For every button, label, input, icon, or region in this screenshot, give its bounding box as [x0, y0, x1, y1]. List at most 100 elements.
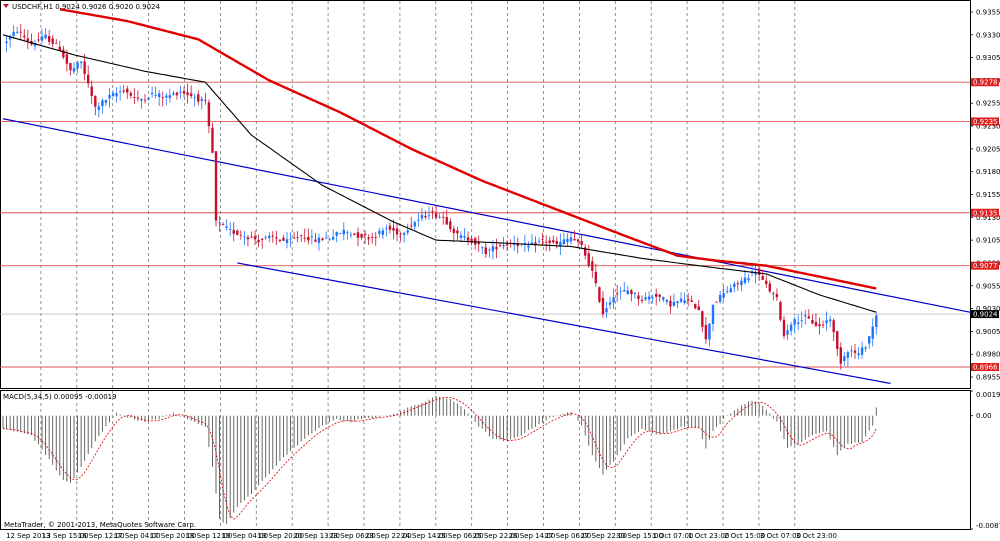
candle-body	[236, 230, 239, 235]
candle-body	[442, 216, 445, 218]
price-level-label: 0.9235	[973, 118, 998, 126]
candle-body	[733, 283, 736, 288]
candle-body	[470, 238, 473, 243]
candle-body	[690, 300, 693, 302]
candle-body	[505, 243, 509, 246]
price-tick-label: 0.9055	[976, 282, 1000, 290]
candle-body	[459, 235, 463, 238]
candle-body	[502, 245, 505, 247]
price-tick-label: 0.9030	[976, 305, 1000, 313]
price-tick-label: 0.9180	[976, 168, 1000, 176]
candle-body	[147, 97, 150, 100]
candle-body	[623, 290, 626, 292]
candle-body	[161, 96, 164, 98]
time-tick-label: 20 Sep 13:00	[293, 532, 340, 540]
candle-body	[90, 86, 93, 97]
candle-body	[260, 238, 264, 240]
time-tick-label: 17 Sep 04:00	[114, 532, 161, 540]
candle-body	[307, 237, 310, 241]
candle-body	[491, 246, 495, 252]
candle-body	[12, 31, 15, 36]
candle-body	[747, 278, 750, 281]
candle-body	[303, 237, 306, 239]
horizontal-levels	[0, 81, 970, 368]
candle-body	[257, 239, 260, 243]
candle-body	[789, 324, 793, 331]
time-tick-label: 12 Sep 2013	[6, 532, 50, 540]
time-tick-label: 27 Sep 06:00	[545, 532, 592, 540]
time-tick-label: 26 Sep 14:00	[509, 532, 556, 540]
candle-body	[378, 230, 381, 234]
price-tick-label: 0.9305	[976, 54, 1000, 62]
candle-body	[452, 228, 456, 234]
time-tick-label: 3 Oct 23:00	[796, 532, 837, 540]
time-tick-label: 30 Sep 15:00	[616, 532, 663, 540]
trend-channel-line	[2, 118, 980, 315]
candle-body	[832, 320, 835, 333]
time-tick-label: 24 Sep 14:00	[401, 532, 448, 540]
candle-body	[346, 232, 349, 234]
grid-layer	[40, 1, 796, 529]
copyright-text: MetaTrader, © 2001-2013, MetaQuotes Soft…	[4, 521, 196, 529]
price-level-badge	[971, 363, 999, 372]
candle-body	[243, 236, 246, 238]
candle-body	[264, 237, 267, 238]
candle-body	[392, 227, 395, 231]
candle-body	[552, 240, 555, 243]
time-tick-label: 1 Oct 07:00	[652, 532, 693, 540]
time-tick-label: 17 Sep 20:00	[150, 532, 197, 540]
candle-body	[481, 247, 484, 249]
candle-body	[516, 243, 519, 246]
candle-body	[62, 49, 65, 58]
price-tick-label: 0.9155	[976, 191, 1000, 199]
candle-body	[79, 61, 83, 63]
candle-body	[587, 253, 590, 266]
candle-body	[402, 233, 406, 235]
candle-body	[165, 95, 168, 98]
candle-body	[775, 294, 779, 298]
candle-body	[324, 237, 328, 239]
candle-body	[193, 97, 196, 99]
candle-body	[189, 93, 193, 97]
candle-body	[662, 297, 665, 300]
candle-body	[296, 237, 299, 238]
price-level-badge	[971, 78, 999, 87]
candle-body	[218, 222, 221, 224]
candle-body	[154, 94, 157, 96]
candle-body	[399, 233, 402, 235]
candle-body	[484, 247, 487, 255]
candle-body	[94, 95, 97, 107]
candle-body	[555, 240, 558, 244]
candle-body	[576, 239, 580, 242]
candle-body	[292, 237, 296, 239]
price-level-badge	[971, 261, 999, 270]
candle-body	[214, 151, 218, 221]
candle-body	[811, 319, 814, 324]
candle-body	[186, 92, 189, 96]
candle-body	[814, 321, 818, 326]
candle-body	[44, 34, 47, 39]
candle-body	[413, 222, 416, 227]
candle-body	[804, 315, 807, 317]
candle-body	[534, 242, 537, 246]
candle-body	[150, 92, 154, 95]
candle-body	[23, 35, 26, 38]
candle-body	[860, 347, 864, 355]
time-tick-label: 1 Oct 23:00	[688, 532, 729, 540]
macd-tick-label: 0.00191	[976, 391, 1000, 399]
candle-body	[58, 46, 61, 51]
current-price-label: 0.9024	[973, 311, 998, 319]
candle-body	[569, 237, 573, 242]
candle-body	[466, 237, 470, 241]
candle-body	[786, 330, 789, 335]
time-tick-label: 25 Sep 06:00	[437, 532, 484, 540]
candle-body	[853, 350, 857, 353]
moving-averages	[2, 8, 877, 313]
price-level-badge	[971, 117, 999, 126]
candle-body	[548, 240, 551, 244]
candle-body	[321, 238, 324, 241]
candle-body	[630, 290, 633, 295]
candle-body	[821, 324, 825, 326]
candle-body	[275, 237, 278, 239]
